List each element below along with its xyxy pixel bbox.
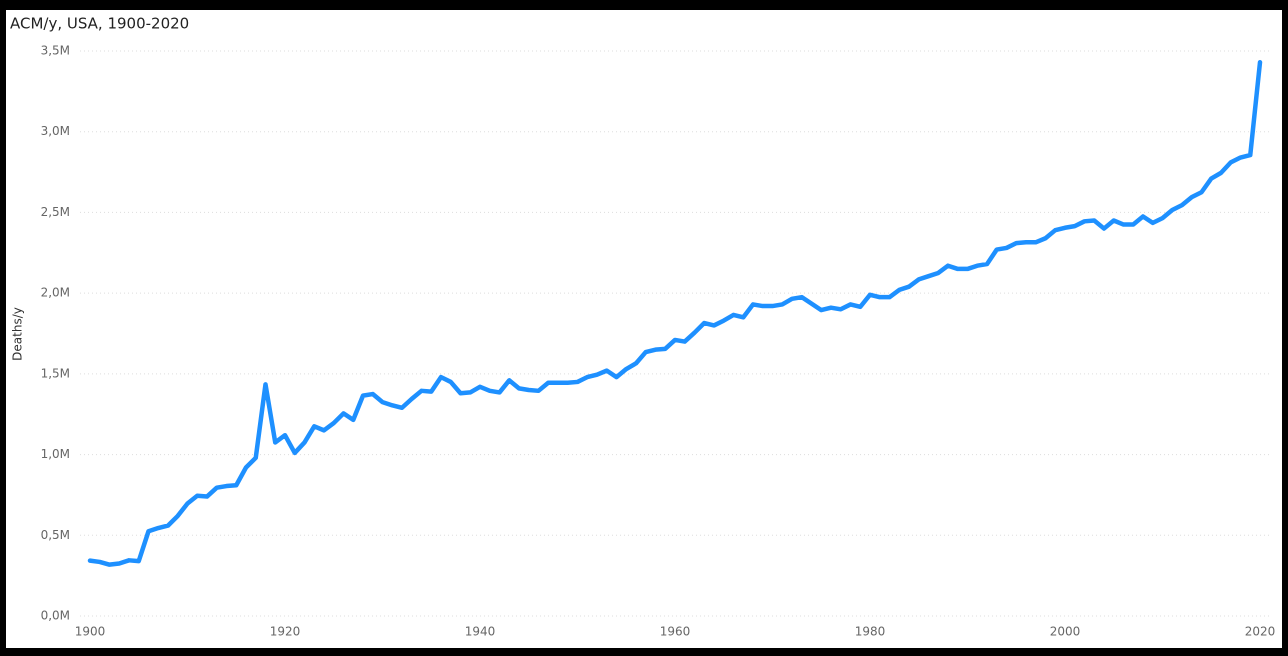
y-tick-label: 2,0M [41,286,70,300]
chart-title: ACM/y, USA, 1900-2020 [10,15,189,33]
chart-background [6,10,1282,648]
x-tick-label: 1900 [75,625,106,639]
y-tick-label: 1,0M [41,447,70,461]
y-axis-label: Deaths/y [11,307,25,361]
x-tick-label: 2020 [1245,625,1276,639]
x-tick-label: 1920 [270,625,301,639]
y-tick-label: 3,0M [41,124,70,138]
y-tick-label: 0,5M [41,528,70,542]
y-tick-label: 0,0M [41,609,70,623]
data-line [87,60,1263,567]
x-tick-label: 1980 [855,625,886,639]
x-tick-label: 1960 [660,625,691,639]
x-tick-label: 1940 [465,625,496,639]
y-tick-label: 1,5M [41,366,70,380]
y-tick-label: 3,5M [41,44,70,58]
x-tick-label: 2000 [1050,625,1081,639]
y-tick-label: 2,5M [41,205,70,219]
